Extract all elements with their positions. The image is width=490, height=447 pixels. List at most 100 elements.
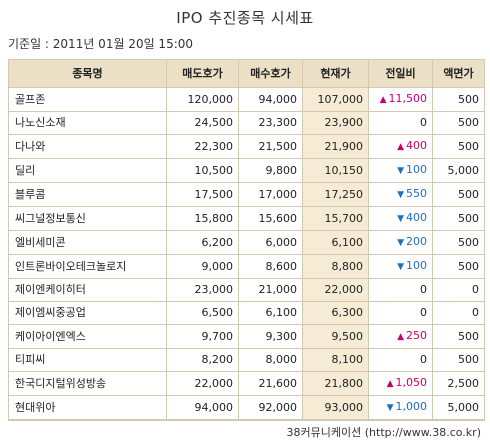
table-row: 제이엠씨중공업 6,500 6,100 6,300 0 0 xyxy=(8,301,485,325)
up-triangle-icon: ▲ xyxy=(397,332,404,342)
price-table: 종목명 매도호가 매수호가 현재가 전일비 액면가 골프존 120,000 94,0… xyxy=(8,59,485,421)
change-value: 1,000 xyxy=(395,400,428,413)
par-value-cell: 500 xyxy=(432,182,485,207)
par-value-cell: 500 xyxy=(432,111,485,135)
stock-name-cell: 제이엠씨중공업 xyxy=(8,301,167,325)
change-value: 400 xyxy=(406,211,427,224)
bid-price-cell: 92,000 xyxy=(238,395,303,421)
down-triangle-icon: ▼ xyxy=(397,238,404,248)
column-header-par: 액면가 xyxy=(432,59,485,88)
table-row: 나노신소재 24,500 23,300 23,900 0 500 xyxy=(8,111,485,135)
stock-name-cell: 블루콤 xyxy=(8,182,167,207)
change-cell: ▼ 550 xyxy=(368,182,433,207)
stock-name-cell: 티피씨 xyxy=(8,348,167,372)
stock-name-cell: 딜리 xyxy=(8,158,167,183)
par-value-cell: 500 xyxy=(432,324,485,349)
current-price-cell: 8,100 xyxy=(302,348,369,372)
table-body: 골프존 120,000 94,000 107,000 ▲ 11,500 500 나노신소재 24… xyxy=(8,87,485,421)
par-value-cell: 500 xyxy=(432,87,485,112)
par-value-cell: 500 xyxy=(432,348,485,372)
change-cell: ▼ 100 xyxy=(368,254,433,279)
table-row: 골프존 120,000 94,000 107,000 ▲ 11,500 500 xyxy=(8,87,485,112)
current-price-cell: 23,900 xyxy=(302,111,369,135)
ask-price-cell: 17,500 xyxy=(166,182,239,207)
stock-name-cell: 현대위아 xyxy=(8,395,167,421)
change-value: 100 xyxy=(406,163,427,176)
change-value: 200 xyxy=(406,235,427,248)
current-price-cell: 107,000 xyxy=(302,87,369,112)
ask-price-cell: 6,200 xyxy=(166,230,239,255)
bid-price-cell: 94,000 xyxy=(238,87,303,112)
table-row: 케이아이엔엑스 9,700 9,300 9,500 ▲ 250 500 xyxy=(8,324,485,349)
current-price-cell: 6,300 xyxy=(302,301,369,325)
current-price-cell: 21,900 xyxy=(302,134,369,159)
bid-price-cell: 6,000 xyxy=(238,230,303,255)
ask-price-cell: 9,000 xyxy=(166,254,239,279)
table-row: 블루콤 17,500 17,000 17,250 ▼ 550 500 xyxy=(8,182,485,207)
table-row: 현대위아 94,000 92,000 93,000 ▼ 1,000 5,000 xyxy=(8,395,485,421)
change-cell: ▲ 400 xyxy=(368,134,433,159)
bid-price-cell: 9,300 xyxy=(238,324,303,349)
table-header-row: 종목명 매도호가 매수호가 현재가 전일비 액면가 xyxy=(8,59,485,88)
stock-name-cell: 인트론바이오테크놀로지 xyxy=(8,254,167,279)
bid-price-cell: 21,000 xyxy=(238,278,303,302)
table-row: 제이엔케이히터 23,000 21,000 22,000 0 0 xyxy=(8,278,485,302)
par-value-cell: 0 xyxy=(432,278,485,302)
page-title: IPO 추진종목 시세표 xyxy=(176,9,314,27)
ask-price-cell: 15,800 xyxy=(166,206,239,231)
up-triangle-icon: ▲ xyxy=(379,95,387,105)
change-value: 400 xyxy=(406,139,427,152)
table-row: 인트론바이오테크놀로지 9,000 8,600 8,800 ▼ 100 500 xyxy=(8,254,485,279)
up-triangle-icon: ▲ xyxy=(386,379,394,389)
par-value-cell: 0 xyxy=(432,301,485,325)
ask-price-cell: 9,700 xyxy=(166,324,239,349)
table-row: 다나와 22,300 21,500 21,900 ▲ 400 500 xyxy=(8,134,485,159)
column-header-change: 전일비 xyxy=(368,59,433,88)
change-value: 0 xyxy=(420,283,427,296)
down-triangle-icon: ▼ xyxy=(397,214,404,224)
stock-name-cell: 제이엔케이히터 xyxy=(8,278,167,302)
change-cell: ▼ 400 xyxy=(368,206,433,231)
column-header-ask: 매도호가 xyxy=(166,59,239,88)
bid-price-cell: 17,000 xyxy=(238,182,303,207)
current-price-cell: 6,100 xyxy=(302,230,369,255)
current-price-cell: 10,150 xyxy=(302,158,369,183)
change-value: 250 xyxy=(406,329,427,342)
par-value-cell: 500 xyxy=(432,134,485,159)
table-row: 한국디지털위성방송 22,000 21,600 21,800 ▲ 1,050 2,500 xyxy=(8,371,485,396)
bid-price-cell: 8,000 xyxy=(238,348,303,372)
stock-name-cell: 한국디지털위성방송 xyxy=(8,371,167,396)
bid-price-cell: 8,600 xyxy=(238,254,303,279)
current-price-cell: 9,500 xyxy=(302,324,369,349)
change-cell: ▲ 250 xyxy=(368,324,433,349)
current-price-cell: 17,250 xyxy=(302,182,369,207)
change-cell: ▼ 100 xyxy=(368,158,433,183)
bid-price-cell: 15,600 xyxy=(238,206,303,231)
table-row: 씨그널정보통신 15,800 15,600 15,700 ▼ 400 500 xyxy=(8,206,485,231)
down-triangle-icon: ▼ xyxy=(397,262,404,272)
bid-price-cell: 21,600 xyxy=(238,371,303,396)
ask-price-cell: 23,000 xyxy=(166,278,239,302)
bid-price-cell: 23,300 xyxy=(238,111,303,135)
table-row: 티피씨 8,200 8,000 8,100 0 500 xyxy=(8,348,485,372)
stock-name-cell: 골프존 xyxy=(8,87,167,112)
change-value: 1,050 xyxy=(395,376,428,389)
change-cell: ▼ 200 xyxy=(368,230,433,255)
ask-price-cell: 10,500 xyxy=(166,158,239,183)
source-footer: 38커뮤니케이션 (http://www.38.co.kr) xyxy=(286,426,481,439)
current-price-cell: 15,700 xyxy=(302,206,369,231)
change-cell: ▼ 1,000 xyxy=(368,395,433,421)
table-row: 엘비세미콘 6,200 6,000 6,100 ▼ 200 500 xyxy=(8,230,485,255)
change-value: 0 xyxy=(420,116,427,129)
change-cell: 0 xyxy=(368,111,433,135)
par-value-cell: 500 xyxy=(432,206,485,231)
bid-price-cell: 21,500 xyxy=(238,134,303,159)
current-price-cell: 8,800 xyxy=(302,254,369,279)
change-value: 11,500 xyxy=(388,92,428,105)
ask-price-cell: 94,000 xyxy=(166,395,239,421)
change-value: 0 xyxy=(420,306,427,319)
ask-price-cell: 8,200 xyxy=(166,348,239,372)
ask-price-cell: 22,000 xyxy=(166,371,239,396)
down-triangle-icon: ▼ xyxy=(397,166,404,176)
stock-name-cell: 씨그널정보통신 xyxy=(8,206,167,231)
